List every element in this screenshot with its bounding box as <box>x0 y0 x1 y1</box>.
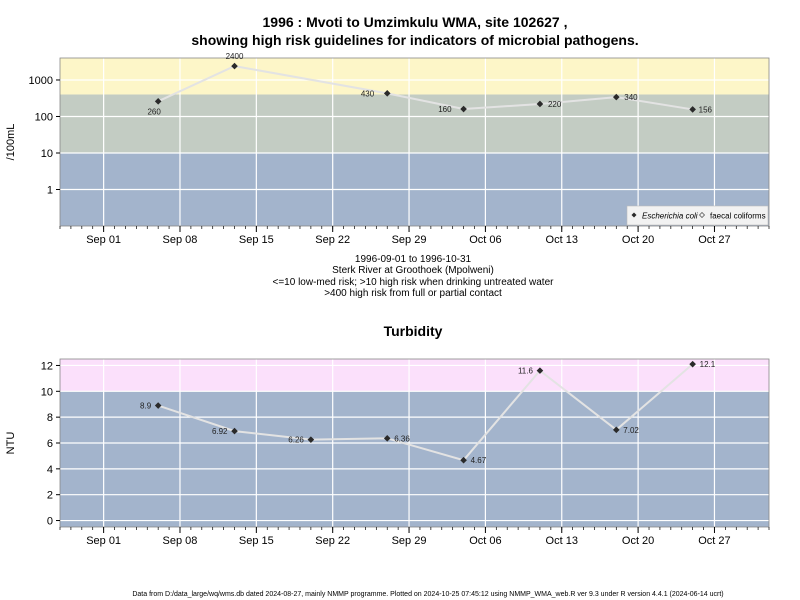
turbidity-chart: 0 2 4 6 8 10 12 Sep 01 Sep 08 Sep 15 Sep 22 Sep 29 O… <box>5 358 770 547</box>
chart2-xtick-label-6: Oct 13 <box>546 535 578 547</box>
microbial-chart: 1 10 100 1000 Sep 01 Sep 08 Sep 15 Sep 22 Sep 29… <box>5 52 770 246</box>
chart2-point-2 <box>307 436 315 443</box>
chart1-point-5 <box>612 93 620 101</box>
chart2-point-label-4: 4.67 <box>471 456 487 465</box>
chart2-point-3 <box>383 435 391 442</box>
chart2-ytick-label-5: 10 <box>41 386 53 398</box>
chart2-point-label-5: 11.6 <box>518 367 534 376</box>
chart2-point-7 <box>689 360 696 368</box>
chart2-xtick-label-0: Sep 01 <box>86 535 121 547</box>
chart1-ytick-label-3: 1000 <box>29 75 53 87</box>
chart2-series-line <box>157 363 694 462</box>
chart2-xtick-label-5: Oct 06 <box>469 535 501 547</box>
chart1-band-2 <box>60 58 769 95</box>
chart2-point-5 <box>536 367 544 374</box>
chart2-point-label-1: 6.92 <box>212 427 228 436</box>
chart2-xtick-label-2: Sep 15 <box>239 535 274 547</box>
legend-faecal-marker <box>699 212 705 218</box>
chart2-ytick-label-4: 8 <box>47 412 53 424</box>
chart1-point-1 <box>231 62 238 70</box>
chart1-xtick-label-4: Sep 29 <box>392 234 427 246</box>
chart2-ytick-label-1: 2 <box>47 490 53 502</box>
chart1-xtick-label-2: Sep 15 <box>239 234 274 246</box>
chart2-point-label-7: 12.1 <box>700 360 716 369</box>
chart1-band-1 <box>60 94 769 153</box>
chart1-point-label-0: 260 <box>147 107 161 116</box>
chart1-point-label-6: 156 <box>699 105 713 114</box>
chart1-point-4 <box>536 100 544 108</box>
chart1-frame <box>59 57 770 227</box>
chart2-xtick-label-4: Sep 29 <box>392 535 427 547</box>
chart1-xtick-label-0: Sep 01 <box>86 234 121 246</box>
legend-faecal-label: faecal coliforms <box>710 212 766 221</box>
chart2-point-0 <box>154 402 162 409</box>
chart2-ylabel: NTU <box>5 432 17 455</box>
chart1-title-line1: 1996 : Mvoti to Umzimkulu WMA, site 1026… <box>263 14 568 30</box>
chart1-xtick-label-1: Sep 08 <box>163 234 198 246</box>
chart2-title: Turbidity <box>384 323 443 339</box>
chart1-subtitle-line1: 1996-09-01 to 1996-10-31 <box>355 254 472 265</box>
legend-ecoli-marker <box>631 212 637 218</box>
chart1-title-line2: showing high risk guidelines for indicat… <box>191 32 638 48</box>
chart2-point-1 <box>231 427 238 435</box>
chart2-xtick-label-8: Oct 27 <box>698 535 730 547</box>
footer-note: Data from D:/data_large/wq/wms.db dated … <box>132 591 723 598</box>
chart2-band-1 <box>60 359 769 392</box>
chart1-point-label-4: 220 <box>548 100 562 109</box>
chart1-point-label-3: 160 <box>438 105 452 114</box>
chart1-point-label-1: 2400 <box>226 52 244 61</box>
chart2-ytick-label-6: 12 <box>41 360 53 372</box>
chart1-ytick-label-1: 10 <box>41 148 53 160</box>
chart2-point-4 <box>460 456 467 464</box>
chart2-xtick-label-3: Sep 22 <box>315 535 350 547</box>
chart2-ytick-label-2: 4 <box>47 464 53 476</box>
chart2-point-6 <box>612 426 620 434</box>
chart2-ytick-label-0: 0 <box>47 516 53 528</box>
legend-ecoli-label: Escherichia coli <box>642 212 698 221</box>
chart1-xtick-label-8: Oct 27 <box>698 234 730 246</box>
chart1-ytick-label-0: 1 <box>47 184 53 196</box>
chart1-ytick-label-2: 100 <box>35 111 53 123</box>
chart2-xtick-label-7: Oct 20 <box>622 535 654 547</box>
chart1-point-0 <box>154 98 162 105</box>
chart1-xtick-label-6: Oct 13 <box>546 234 578 246</box>
chart2-point-label-3: 6.36 <box>394 434 410 443</box>
legend-box <box>626 205 769 226</box>
chart2-xtick-label-1: Sep 08 <box>163 535 198 547</box>
chart1-ylabel: /100mL <box>5 124 17 161</box>
chart1-point-2 <box>383 90 391 97</box>
chart1-xtick-label-3: Sep 22 <box>315 234 350 246</box>
chart2-band-0 <box>60 391 769 527</box>
chart1-point-3 <box>460 105 467 113</box>
chart1-xtick-label-5: Oct 06 <box>469 234 501 246</box>
chart1-point-label-2: 430 <box>361 89 375 98</box>
chart1-xtick-label-7: Oct 20 <box>622 234 654 246</box>
chart1-point-6 <box>689 106 696 113</box>
chart1-subtitle-line3: <=10 low-med risk; >10 high risk when dr… <box>273 277 555 288</box>
chart1-subtitle-line4: >400 high risk from full or partial cont… <box>324 288 502 299</box>
chart2-point-label-0: 8.9 <box>140 402 152 411</box>
chart2-point-label-2: 6.26 <box>288 436 304 445</box>
chart1-subtitle-line2: Sterk River at Groothoek (Mpolweni) <box>332 265 494 276</box>
chart2-ytick-label-3: 6 <box>47 438 53 450</box>
chart1-point-label-5: 340 <box>624 93 638 102</box>
chart2-point-label-6: 7.02 <box>623 426 639 435</box>
